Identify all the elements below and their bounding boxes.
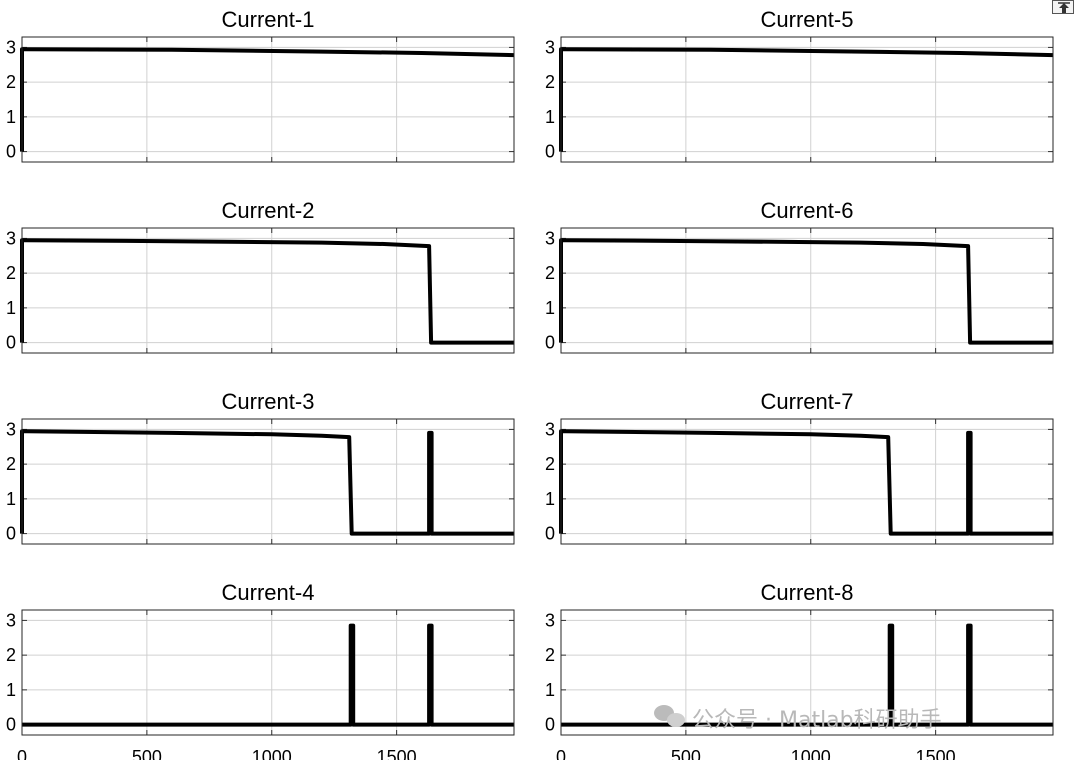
y-tick-label: 1	[545, 298, 555, 318]
y-tick-label: 1	[6, 489, 16, 509]
series-line	[20, 238, 514, 345]
axes-box	[21, 227, 515, 354]
y-tick-label: 2	[545, 72, 555, 92]
series-line	[561, 623, 1053, 727]
y-tick-label: 3	[545, 37, 555, 57]
x-tick-label: 500	[132, 747, 162, 760]
y-tick-label: 3	[545, 610, 555, 630]
subplot-title: Current-1	[222, 7, 315, 32]
y-tick-label: 3	[545, 419, 555, 439]
axes-background	[561, 419, 1053, 544]
axes-box	[560, 609, 1054, 736]
y-tick-label: 3	[6, 610, 16, 630]
axes-box	[21, 36, 515, 163]
subplot-6: 0 1 2 3 Current-6	[545, 198, 1054, 354]
subplot-2: 0 1 2 3 Current-2	[6, 198, 515, 354]
axes-background	[22, 37, 514, 162]
y-tick-label: 3	[6, 419, 16, 439]
axes-background	[561, 37, 1053, 162]
series-line	[559, 238, 1053, 345]
y-tick-label: 0	[6, 333, 16, 353]
axes-background	[22, 228, 514, 353]
watermark: 公众号 · Matlab科研助手	[654, 705, 942, 733]
y-tick-label: 1	[6, 298, 16, 318]
x-tick-label: 0	[17, 747, 27, 760]
axes-box	[21, 609, 515, 736]
x-tick-label: 1500	[377, 747, 417, 760]
axes-background	[22, 610, 514, 735]
series-line	[559, 429, 1053, 536]
x-tick-label: 1000	[252, 747, 292, 760]
export-button[interactable]	[1052, 0, 1074, 14]
y-tick-label: 2	[6, 454, 16, 474]
series-line	[22, 623, 514, 727]
y-tick-label: 1	[545, 489, 555, 509]
axes-background	[561, 228, 1053, 353]
y-tick-label: 1	[545, 680, 555, 700]
y-tick-label: 2	[6, 645, 16, 665]
subplot-title: Current-7	[761, 389, 854, 414]
subplot-3: 0 1 2 3 Current-3	[6, 389, 515, 545]
axes-background	[22, 419, 514, 544]
subplot-title: Current-2	[222, 198, 315, 223]
y-tick-label: 3	[6, 37, 16, 57]
export-icon	[1058, 2, 1070, 13]
y-tick-label: 3	[6, 228, 16, 248]
y-tick-label: 0	[6, 524, 16, 544]
subplot-4: 0 1 2 3 0 500 1000 1500 Current-4	[6, 580, 515, 760]
y-tick-label: 1	[545, 107, 555, 127]
subplot-5: 0 1 2 3 Current-5	[545, 7, 1054, 163]
axes-box	[21, 418, 515, 545]
subplot-1: 0 1 2 3 Current-1	[6, 7, 515, 163]
y-tick-label: 0	[545, 142, 555, 162]
y-tick-label: 3	[545, 228, 555, 248]
subplot-8: 0 1 2 3 0 500 1000 1500 Current-8	[545, 580, 1054, 760]
y-tick-label: 1	[6, 680, 16, 700]
watermark-text: 公众号 · Matlab科研助手	[692, 708, 942, 733]
axes-box	[560, 227, 1054, 354]
x-tick-label: 1000	[791, 747, 831, 760]
axes-box	[560, 36, 1054, 163]
y-tick-label: 2	[545, 263, 555, 283]
y-tick-label: 2	[545, 454, 555, 474]
y-tick-label: 0	[6, 142, 16, 162]
x-tick-label: 0	[556, 747, 566, 760]
wechat-icon	[654, 705, 685, 727]
x-tick-label: 1500	[916, 747, 956, 760]
y-tick-label: 0	[6, 715, 16, 735]
subplot-title: Current-3	[222, 389, 315, 414]
x-tick-label: 500	[671, 747, 701, 760]
y-tick-label: 2	[6, 72, 16, 92]
y-tick-label: 2	[6, 263, 16, 283]
y-tick-label: 0	[545, 524, 555, 544]
subplot-title: Current-5	[761, 7, 854, 32]
y-tick-label: 1	[6, 107, 16, 127]
y-tick-label: 0	[545, 715, 555, 735]
axes-box	[560, 418, 1054, 545]
series-line	[20, 429, 514, 536]
subplot-7: 0 1 2 3 Current-7	[545, 389, 1054, 545]
y-tick-label: 2	[545, 645, 555, 665]
subplot-title: Current-6	[761, 198, 854, 223]
subplot-title: Current-8	[761, 580, 854, 605]
y-tick-label: 0	[545, 333, 555, 353]
subplot-title: Current-4	[222, 580, 315, 605]
